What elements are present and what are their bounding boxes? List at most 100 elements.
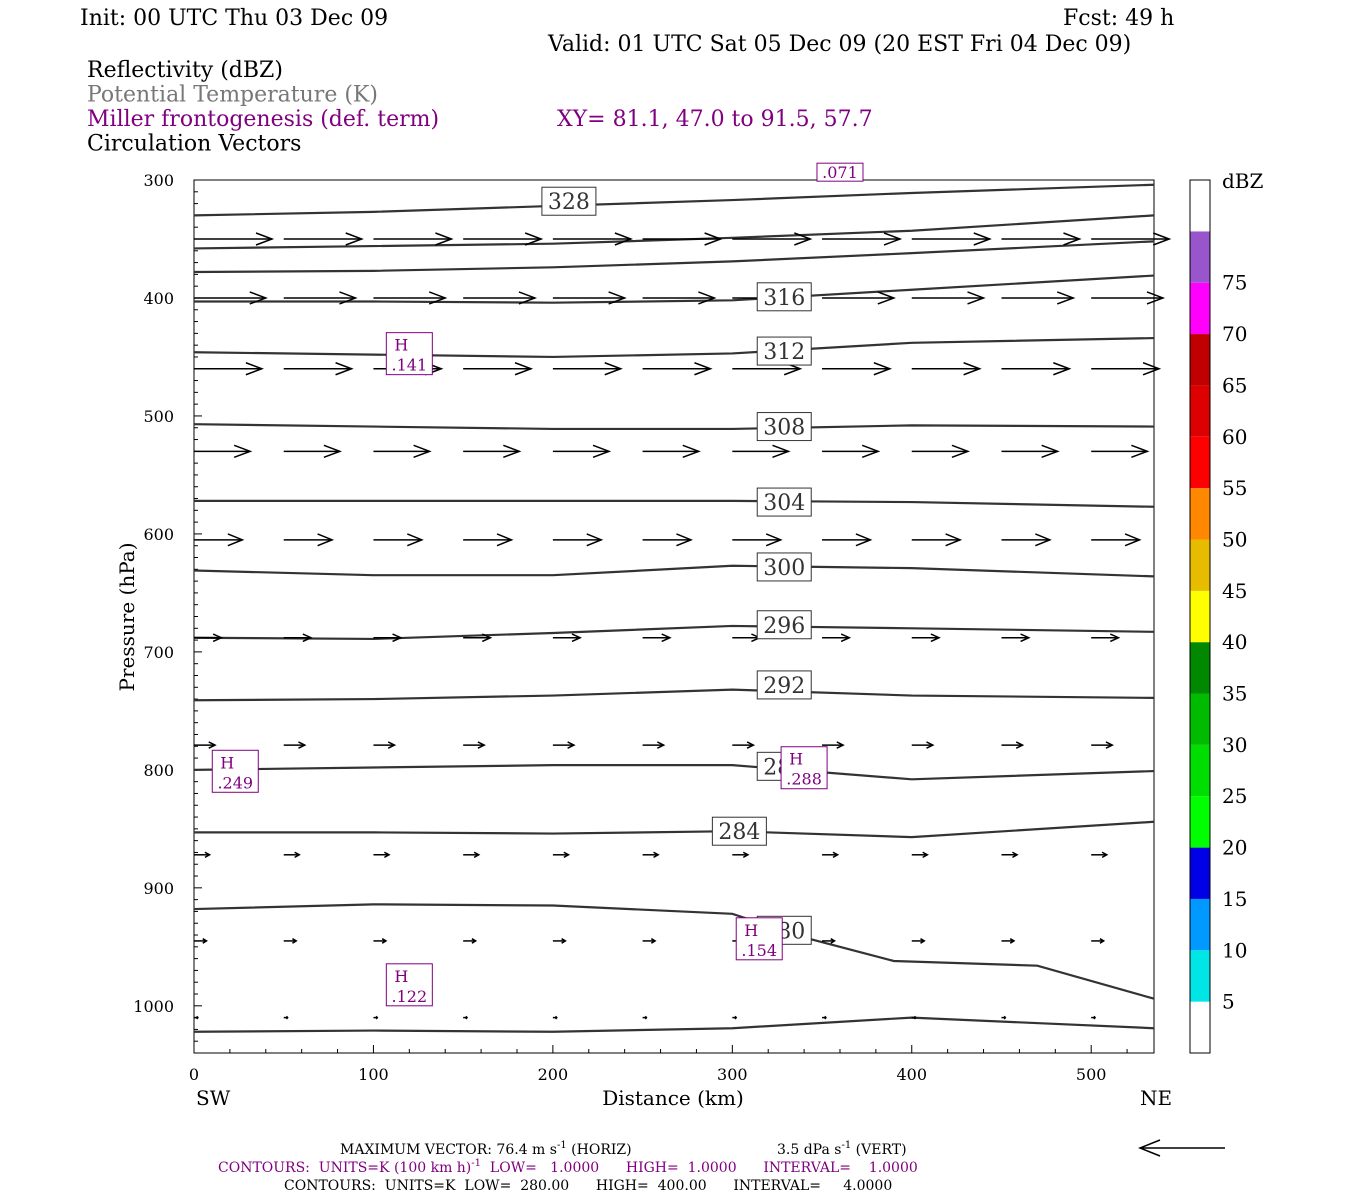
- y-tick-label: 400: [143, 289, 174, 308]
- vector-head: [1012, 851, 1019, 859]
- vector-head: [387, 741, 397, 749]
- vector-head: [465, 1015, 469, 1020]
- vector-head: [734, 1015, 738, 1020]
- vector-head: [204, 851, 212, 859]
- vector-head: [375, 1015, 379, 1020]
- theta-contour-line: [194, 499, 1155, 508]
- vector-head: [592, 444, 612, 459]
- colorbar-swatch: [1190, 590, 1210, 643]
- vector-head: [298, 741, 307, 749]
- vector-head: [926, 741, 935, 749]
- colorbar-label: 20: [1222, 836, 1247, 860]
- vector-head: [1041, 444, 1060, 459]
- vector-head: [285, 1015, 289, 1020]
- vector-head: [392, 633, 403, 643]
- colorbar-swatch: [1190, 488, 1210, 540]
- vector-head: [913, 1015, 917, 1020]
- x-axis-title: Distance (km): [602, 1086, 744, 1110]
- colorbar-swatch: [1190, 231, 1210, 283]
- vector-head: [920, 938, 926, 944]
- valid-time: Valid: 01 UTC Sat 05 Dec 09 (20 EST Fri …: [547, 32, 1131, 57]
- vector-head: [518, 291, 538, 305]
- field-title: Potential Temperature (K): [87, 83, 378, 108]
- colorbar-swatch: [1190, 282, 1210, 335]
- vector-head: [830, 938, 836, 944]
- colorbar-swatch: [1190, 796, 1210, 848]
- colorbar-label: 75: [1222, 271, 1247, 295]
- vector-head: [435, 232, 454, 246]
- maximum-letter: H: [789, 750, 803, 769]
- vector-head: [746, 741, 756, 749]
- vector-head: [302, 633, 313, 643]
- vector-head: [794, 232, 813, 246]
- vector-head: [945, 533, 963, 547]
- vector-head: [514, 362, 534, 376]
- vector-head: [694, 362, 713, 376]
- colorbar-label: 60: [1222, 425, 1247, 449]
- y-tick-label: 600: [143, 525, 174, 544]
- contours-frontogenesis: CONTOURS: UNITS=K (100 km h)-1 LOW= 1.00…: [218, 1158, 918, 1176]
- vector-head: [922, 851, 929, 859]
- colorbar-swatch: [1190, 898, 1210, 951]
- theta-label-box: [756, 336, 812, 366]
- vector-head: [339, 291, 358, 305]
- vector-head: [563, 851, 571, 859]
- vector-head: [951, 444, 971, 459]
- vector-head: [967, 291, 986, 305]
- vector-head: [824, 1015, 827, 1020]
- y-tick-label: 1000: [133, 997, 174, 1016]
- vector-head: [772, 444, 791, 459]
- vector-head: [1142, 362, 1162, 376]
- theta-label-box: [711, 816, 767, 846]
- vector-head: [650, 938, 657, 944]
- theta-contour-line: [193, 564, 1155, 578]
- x-tick-label: 0: [189, 1065, 199, 1084]
- vector-head: [1099, 938, 1106, 944]
- y-axis-title: Pressure (hPa): [115, 543, 139, 692]
- maximum-value: .141: [392, 356, 428, 375]
- theta-label-box: [756, 487, 812, 517]
- vector-head: [317, 533, 335, 547]
- theta-label-box: [756, 610, 812, 640]
- theta-contour-line: [194, 820, 1155, 839]
- plot-frame: [193, 179, 1155, 1054]
- vector-head: [836, 741, 845, 749]
- colorbar-swatch: [1190, 847, 1210, 899]
- y-tick-label: 700: [143, 643, 174, 662]
- field-title: Circulation Vectors: [87, 132, 301, 157]
- colorbar-swatch: [1190, 642, 1210, 694]
- x-tick-label: 100: [358, 1065, 389, 1084]
- colorbar-label: 25: [1222, 784, 1247, 808]
- colorbar-label: 50: [1222, 527, 1247, 551]
- colorbar-swatch: [1190, 744, 1210, 797]
- theta-contour-line: [193, 764, 1155, 781]
- vector-head: [698, 291, 717, 305]
- vector-head: [1101, 851, 1109, 859]
- colorbar-label: 55: [1222, 476, 1247, 500]
- vector-head: [1146, 291, 1166, 305]
- field-title: Miller frontogenesis (def. term): [87, 107, 439, 132]
- theta-label-box: [541, 186, 597, 216]
- vector-head: [471, 938, 478, 944]
- forecast-hour: Fcst: 49 h: [1063, 6, 1174, 31]
- vector-head: [657, 741, 666, 749]
- y-tick-label: 900: [143, 879, 174, 898]
- colorbar-label: 65: [1222, 373, 1247, 397]
- theta-label-box: [756, 412, 812, 442]
- y-tick-label: 800: [143, 761, 174, 780]
- vector-head: [873, 362, 893, 376]
- theta-label: 328: [548, 190, 590, 215]
- vector-head: [1093, 1015, 1097, 1020]
- vector-head: [644, 1015, 648, 1020]
- colorbar-swatch: [1190, 693, 1210, 745]
- colorbar-frame: [1189, 179, 1211, 1054]
- vector-head: [963, 362, 982, 376]
- maximum-box: [780, 746, 828, 790]
- colorbar-swatch: [1190, 950, 1210, 1002]
- maximum-box: [385, 332, 433, 376]
- theta-contour-line: [193, 423, 1155, 431]
- colorbar-unit: dBZ: [1222, 169, 1264, 193]
- xy-endpoints: XY= 81.1, 47.0 to 91.5, 57.7: [557, 107, 873, 132]
